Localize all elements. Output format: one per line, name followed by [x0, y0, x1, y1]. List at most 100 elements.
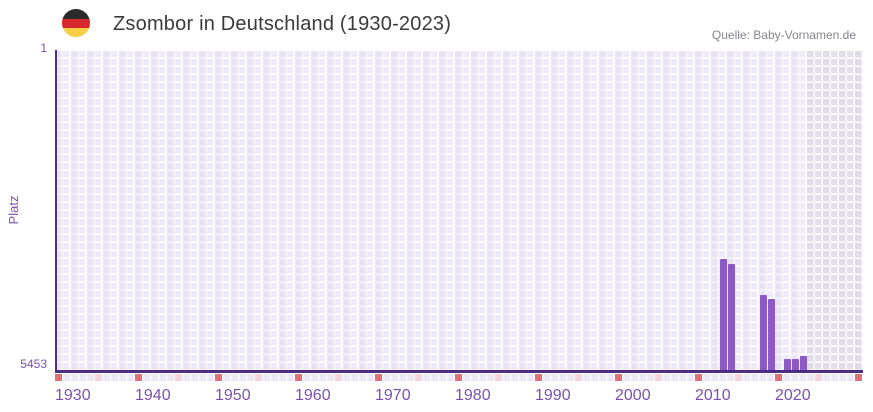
- x-tick-1990: [535, 373, 542, 381]
- x-tick-2025: [815, 373, 822, 381]
- x-tick-1996: [583, 373, 590, 381]
- x-tick-2018: [759, 373, 766, 381]
- x-tick-1935: [95, 373, 102, 381]
- x-tick-1957: [271, 373, 278, 381]
- y-axis-label-bottom: 5453: [20, 357, 47, 371]
- x-tick-1944: [167, 373, 174, 381]
- x-axis-label-1930: 1930: [55, 387, 91, 404]
- x-tick-1967: [351, 373, 358, 381]
- x-axis-label-1980: 1980: [455, 387, 491, 404]
- x-tick-1953: [239, 373, 246, 381]
- x-tick-1997: [591, 373, 598, 381]
- x-tick-2016: [743, 373, 750, 381]
- x-tick-1966: [343, 373, 350, 381]
- x-axis-label-1940: 1940: [135, 387, 171, 404]
- germany-flag-icon: [62, 9, 90, 37]
- x-tick-2012: [711, 373, 718, 381]
- x-tick-1951: [223, 373, 230, 381]
- x-tick-1977: [431, 373, 438, 381]
- x-tick-1945: [175, 373, 182, 381]
- x-tick-1987: [511, 373, 518, 381]
- x-tick-1984: [487, 373, 494, 381]
- x-tick-1969: [367, 373, 374, 381]
- x-tick-1956: [263, 373, 270, 381]
- x-tick-1958: [279, 373, 286, 381]
- x-tick-1963: [319, 373, 326, 381]
- x-axis-label-2010: 2010: [695, 387, 731, 404]
- x-tick-1975: [415, 373, 422, 381]
- x-tick-1938: [119, 373, 126, 381]
- x-axis-label-1990: 1990: [535, 387, 571, 404]
- x-tick-1934: [87, 373, 94, 381]
- x-tick-1947: [191, 373, 198, 381]
- x-tick-1994: [567, 373, 574, 381]
- x-tick-2027: [831, 373, 838, 381]
- x-tick-1974: [407, 373, 414, 381]
- x-tick-1993: [559, 373, 566, 381]
- x-axis-label-2000: 2000: [615, 387, 651, 404]
- x-tick-2005: [655, 373, 662, 381]
- x-tick-1991: [543, 373, 550, 381]
- x-tick-2000: [615, 373, 622, 381]
- x-tick-1998: [599, 373, 606, 381]
- x-axis-label-1970: 1970: [375, 387, 411, 404]
- flag-stripe-black: [62, 9, 90, 19]
- future-years-region: [807, 51, 863, 371]
- x-tick-2022: [791, 373, 798, 381]
- x-tick-1981: [463, 373, 470, 381]
- x-tick-1999: [607, 373, 614, 381]
- bar-2014[interactable]: [727, 264, 735, 371]
- x-axis-label-2020: 2020: [775, 387, 811, 404]
- x-tick-1959: [287, 373, 294, 381]
- x-tick-2008: [679, 373, 686, 381]
- x-tick-2009: [687, 373, 694, 381]
- bar-2018[interactable]: [759, 295, 767, 371]
- x-tick-1933: [79, 373, 86, 381]
- chart-title: Zsombor in Deutschland (1930-2023): [113, 13, 452, 35]
- x-tick-1949: [207, 373, 214, 381]
- x-tick-1968: [359, 373, 366, 381]
- y-axis-line: [55, 50, 57, 372]
- bar-2023[interactable]: [799, 356, 807, 371]
- x-tick-2002: [631, 373, 638, 381]
- x-tick-1960: [295, 373, 302, 381]
- bar-2019[interactable]: [767, 299, 775, 371]
- x-tick-2026: [823, 373, 830, 381]
- source-attribution: Quelle: Baby-Vornamen.de: [711, 28, 856, 42]
- bar-2022[interactable]: [791, 359, 799, 371]
- x-tick-1948: [199, 373, 206, 381]
- x-tick-1940: [135, 373, 142, 381]
- x-tick-1989: [527, 373, 534, 381]
- x-tick-1973: [399, 373, 406, 381]
- x-tick-1995: [575, 373, 582, 381]
- x-tick-1970: [375, 373, 382, 381]
- x-tick-1961: [303, 373, 310, 381]
- x-axis-labels: 1930 1940 1950 1960 1970 1980 1990 2000 2010 2020: [55, 387, 863, 407]
- x-tick-2028: [839, 373, 846, 381]
- bar-2021[interactable]: [783, 359, 791, 371]
- x-tick-1943: [159, 373, 166, 381]
- x-tick-2015: [735, 373, 742, 381]
- y-axis-label-top: 1: [40, 41, 47, 55]
- flag-stripe-gold: [62, 27, 90, 37]
- plot-grid: [55, 51, 863, 371]
- x-tick-1982: [471, 373, 478, 381]
- x-tick-1950: [215, 373, 222, 381]
- x-tick-1976: [423, 373, 430, 381]
- x-tick-2030: [855, 373, 862, 381]
- plot-area: [55, 51, 863, 371]
- x-tick-2014: [727, 373, 734, 381]
- x-tick-1983: [479, 373, 486, 381]
- x-tick-2029: [847, 373, 854, 381]
- bar-2013[interactable]: [719, 259, 727, 371]
- x-axis-line: [55, 370, 863, 373]
- x-tick-2019: [767, 373, 774, 381]
- x-tick-1972: [391, 373, 398, 381]
- x-tick-1932: [71, 373, 78, 381]
- x-tick-2001: [623, 373, 630, 381]
- flag-stripe-red: [62, 18, 90, 28]
- x-tick-1992: [551, 373, 558, 381]
- x-tick-1978: [439, 373, 446, 381]
- x-tick-1946: [183, 373, 190, 381]
- x-tick-1962: [311, 373, 318, 381]
